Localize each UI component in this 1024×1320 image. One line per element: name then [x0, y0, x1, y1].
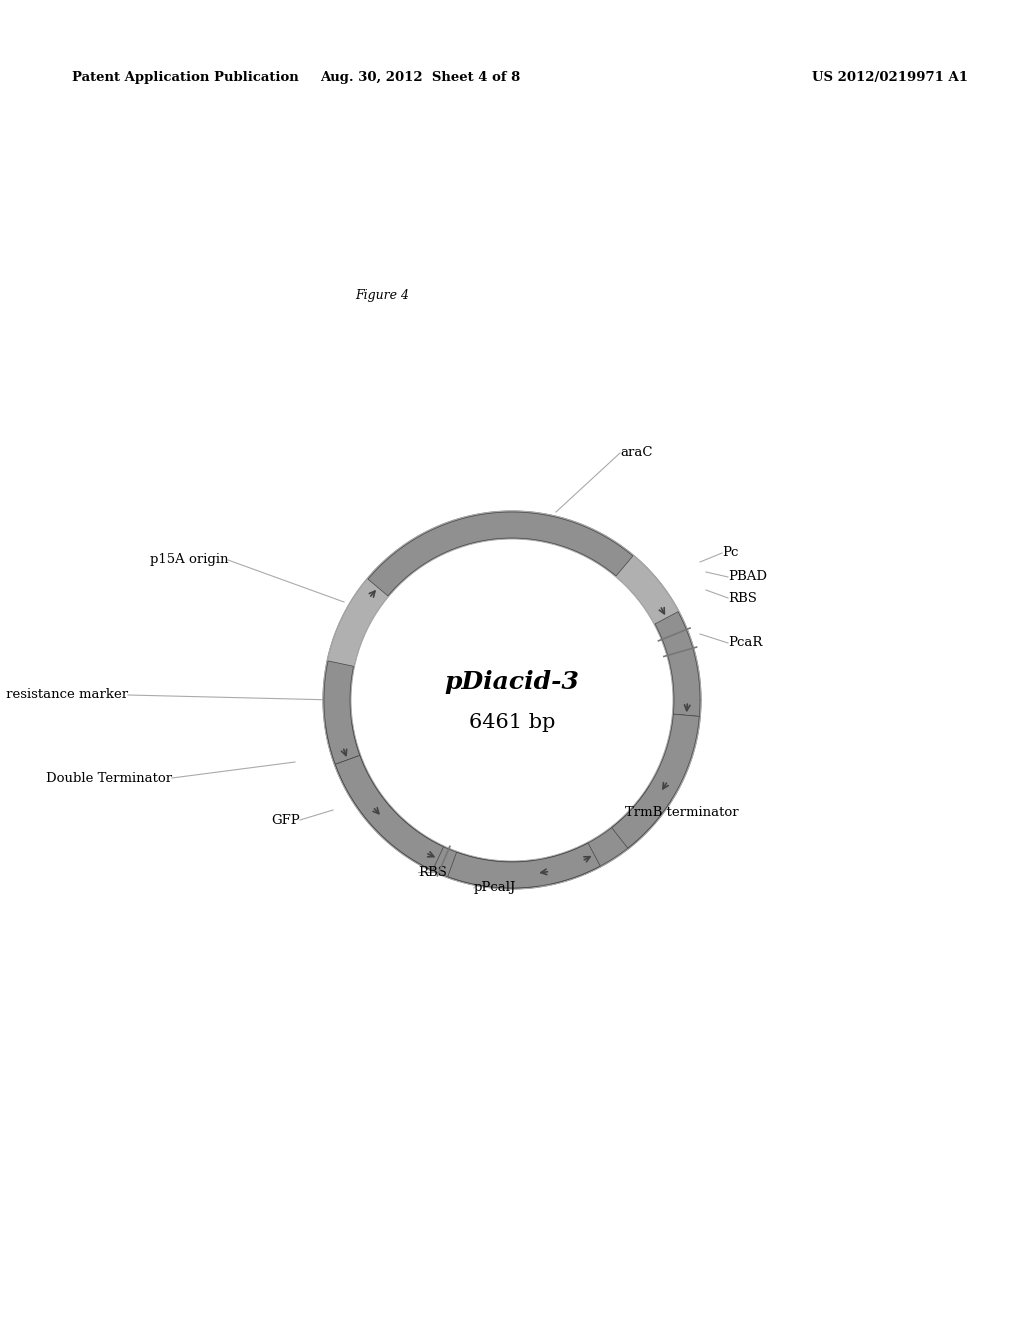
Text: Aug. 30, 2012  Sheet 4 of 8: Aug. 30, 2012 Sheet 4 of 8 [319, 71, 520, 84]
Text: 6461 bp: 6461 bp [469, 713, 555, 731]
Polygon shape [326, 722, 391, 826]
Polygon shape [546, 785, 672, 884]
Text: pDiacid-3: pDiacid-3 [444, 671, 580, 694]
Polygon shape [655, 611, 700, 717]
Text: Patent Application Publication: Patent Application Publication [72, 71, 299, 84]
Text: GFP: GFP [271, 813, 300, 826]
Text: RBS: RBS [728, 591, 757, 605]
Text: Double Terminator: Double Terminator [46, 771, 172, 784]
Text: Pc: Pc [722, 546, 738, 560]
Circle shape [351, 539, 673, 861]
Text: PBAD: PBAD [728, 570, 767, 583]
Polygon shape [335, 755, 443, 870]
Text: US 2012/0219971 A1: US 2012/0219971 A1 [812, 71, 968, 84]
Text: araC: araC [620, 446, 652, 459]
Text: p15A origin: p15A origin [150, 553, 228, 566]
Text: Cm  resistance marker: Cm resistance marker [0, 689, 128, 701]
Polygon shape [324, 661, 359, 764]
Polygon shape [611, 714, 699, 849]
Text: PcaR: PcaR [728, 636, 763, 649]
Polygon shape [368, 512, 633, 595]
Text: Figure 4: Figure 4 [355, 289, 409, 301]
Polygon shape [447, 843, 600, 888]
Text: RBS: RBS [418, 866, 446, 879]
Polygon shape [373, 808, 539, 888]
Text: pPcalJ: pPcalJ [474, 882, 516, 895]
Text: TrmB terminator: TrmB terminator [625, 805, 738, 818]
Polygon shape [323, 511, 701, 888]
